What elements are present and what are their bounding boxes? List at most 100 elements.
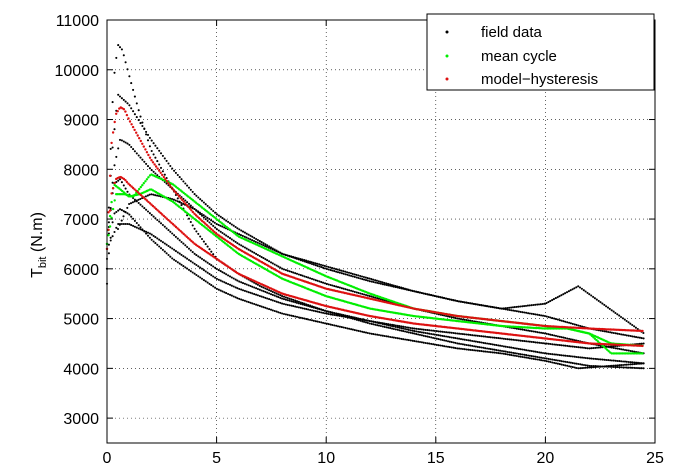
point-field-data (517, 327, 520, 331)
point-field-data (612, 359, 615, 362)
point-field-data (187, 268, 191, 271)
point-field-data (258, 294, 261, 298)
point-field-data (504, 350, 507, 353)
point-field-data (238, 228, 241, 231)
point-field-data (616, 313, 619, 316)
point-field-data (502, 345, 505, 348)
point-field-data (273, 291, 276, 294)
point-field-data (204, 280, 207, 283)
point-field-data (148, 136, 151, 139)
point-field-data (284, 298, 287, 301)
point-field-data (502, 350, 505, 353)
point-field-data (189, 188, 192, 191)
point-field-data (279, 251, 282, 254)
point-field-data (135, 226, 138, 229)
point-field-data (157, 194, 161, 198)
point-field-data (543, 359, 546, 362)
point-field-data (307, 276, 310, 279)
point-field-data (176, 200, 179, 203)
point-field-data (122, 140, 125, 143)
point-field-data (497, 349, 500, 352)
point-field-data (499, 344, 502, 347)
point-field-data (448, 336, 451, 339)
point-field-data (575, 362, 578, 365)
point-field-data (148, 212, 151, 215)
point-field-data (322, 281, 325, 284)
point-field-data (163, 173, 166, 176)
point-field-data (473, 340, 476, 343)
point-field-data (404, 325, 407, 329)
point-field-data (377, 321, 381, 324)
point-field-data (543, 352, 546, 355)
point-field-data (469, 344, 472, 347)
point-field-data (562, 360, 565, 363)
point-field-data (523, 356, 526, 359)
point-field-data (260, 305, 263, 308)
point-field-data (446, 335, 450, 338)
point-field-data (405, 288, 408, 291)
point-field-data (366, 294, 369, 297)
point-field-data (316, 307, 319, 310)
point-field-data (363, 278, 366, 281)
point-field-data (238, 297, 241, 300)
point-field-data (327, 310, 330, 313)
point-field-data (513, 309, 517, 312)
point-field-data (230, 238, 233, 241)
point-field-data (627, 360, 630, 364)
point-field-data (525, 349, 528, 352)
point-field-data (450, 298, 453, 301)
point-field-data (130, 215, 133, 218)
point-field-data (508, 346, 511, 349)
point-field-data (314, 320, 317, 323)
point-field-data (459, 342, 463, 346)
point-field-data (208, 272, 211, 275)
point-field-data (579, 324, 582, 328)
point-field-data (243, 235, 246, 238)
point-field-data (234, 240, 237, 243)
point-field-data (111, 221, 114, 224)
point-field-data (215, 287, 218, 290)
point-field-data (363, 319, 366, 322)
point-field-data (528, 357, 531, 360)
point-field-data (117, 209, 120, 212)
point-field-data (454, 337, 457, 340)
point-field-data (450, 316, 453, 319)
point-field-data (580, 287, 583, 290)
point-field-data (197, 275, 200, 278)
point-field-data (145, 230, 148, 233)
point-mean-cycle (593, 337, 597, 340)
point-field-data (191, 251, 194, 254)
point-field-data (294, 272, 297, 275)
point-field-data (627, 321, 630, 324)
point-field-data (547, 333, 550, 336)
point-field-data (422, 328, 425, 331)
point-field-data (137, 109, 140, 112)
point-field-data (137, 154, 140, 157)
point-model-hysteresis (179, 230, 182, 233)
point-field-data (145, 162, 148, 165)
point-field-data (422, 334, 425, 337)
point-field-data (486, 350, 489, 353)
point-field-data (310, 277, 314, 280)
point-field-data (435, 343, 438, 346)
point-field-data (443, 345, 446, 348)
point-field-data (441, 296, 444, 299)
point-field-data (489, 336, 492, 339)
point-model-hysteresis (122, 108, 126, 111)
point-field-data (308, 260, 311, 263)
point-field-data (560, 294, 563, 297)
point-field-data (295, 305, 299, 309)
point-field-data (467, 319, 470, 322)
point-field-data (491, 351, 494, 354)
point-field-data (154, 194, 157, 197)
point-field-data (295, 256, 298, 260)
point-field-data (268, 289, 271, 292)
point-field-data (359, 330, 362, 333)
point-field-data (599, 365, 602, 368)
point-field-data (312, 309, 315, 312)
point-field-data (275, 250, 278, 253)
point-field-data (396, 326, 399, 329)
point-field-data (573, 345, 576, 348)
point-field-data (443, 335, 446, 338)
point-field-data (307, 304, 310, 308)
